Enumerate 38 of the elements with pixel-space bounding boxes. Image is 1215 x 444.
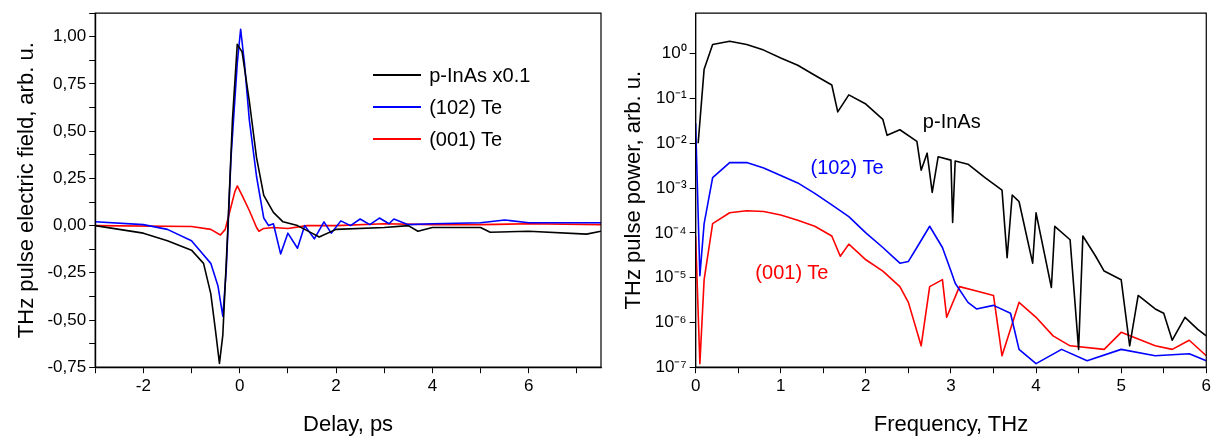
y-tick-label: 0,00 [53,215,87,235]
x-tick-label: 0 [234,376,245,396]
y-tick-label: -0,75 [47,356,87,376]
y-tick-label: 10⁻⁶ [654,312,687,332]
y-tick-label: 10⁻² [656,132,687,152]
series-label: (001) Te [755,260,829,283]
x-tick-label: 3 [946,376,956,396]
y-tick-label: 10⁰ [661,43,687,63]
x-tick-label: 4 [427,376,438,396]
y-axis-title: THz pulse electric field, arb. u. [13,42,39,339]
y-tick-label: 10⁻¹ [656,88,687,108]
x-axis-title: Delay, ps [303,410,394,436]
y-tick-label: 10⁻⁷ [655,356,687,376]
y-tick-label: 0,75 [53,73,87,93]
x-tick-label: 0 [690,376,701,396]
x-tick-label: 1 [775,376,786,396]
x-tick-label: 4 [1031,376,1041,396]
y-tick-label: -0,50 [47,309,87,329]
legend-label: p-InAs x0.1 [429,63,531,89]
y-tick-label: 0,25 [53,168,87,188]
legend-label: (001) Te [429,127,503,153]
x-tick-label: 6 [524,376,534,396]
y-tick-label: 0,50 [53,120,87,140]
x-tick-label: -2 [135,376,151,396]
legend-label: (102) Te [429,95,503,121]
x-tick-label: 2 [331,376,341,396]
y-tick-label: -0,25 [47,262,87,282]
y-axis-title: THz pulse power, arb. u. [620,70,646,310]
x-axis-title: Frequency, THz [873,410,1029,436]
series-label: (102) Te [810,156,884,179]
y-tick-label: 10⁻⁴ [654,222,687,242]
x-tick-label: 2 [861,376,871,396]
x-tick-label: 5 [1116,376,1126,396]
y-tick-label: 1,00 [53,26,87,46]
y-tick-label: 10⁻³ [656,177,687,197]
y-tick-label: 10⁻⁵ [654,267,687,287]
series-label: p-InAs [922,110,981,133]
x-tick-label: 6 [1201,376,1212,396]
